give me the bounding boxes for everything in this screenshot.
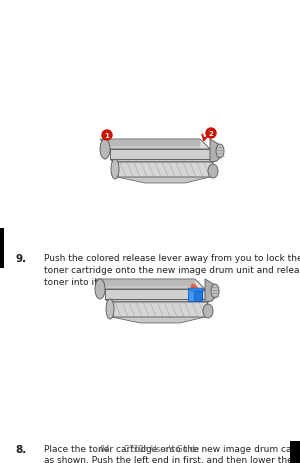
Text: 9.: 9. [15,254,26,264]
Polygon shape [105,289,205,300]
Text: 84      C710n User's Guide: 84 C710n User's Guide [100,444,200,453]
Ellipse shape [208,165,218,179]
Ellipse shape [106,300,114,319]
Polygon shape [108,302,208,317]
Circle shape [102,131,112,141]
Polygon shape [210,140,220,163]
Polygon shape [110,160,213,163]
Ellipse shape [95,279,105,300]
Text: Place the toner cartridge onto the new image drum cartridge
as shown. Push the l: Place the toner cartridge onto the new i… [44,444,300,463]
Polygon shape [188,288,205,291]
Bar [0,229,4,269]
Polygon shape [113,163,213,184]
Polygon shape [113,163,213,178]
Polygon shape [108,302,208,323]
Ellipse shape [203,304,213,319]
Ellipse shape [211,284,219,298]
Bar [290,441,300,463]
Ellipse shape [111,160,119,180]
Polygon shape [188,288,202,301]
Polygon shape [188,288,194,301]
Polygon shape [100,140,210,150]
Circle shape [206,129,216,139]
Ellipse shape [100,140,110,160]
Text: 2: 2 [208,131,213,137]
Polygon shape [205,279,215,302]
Polygon shape [110,150,210,160]
Text: Push the colored release lever away from you to lock the
toner cartridge onto th: Push the colored release lever away from… [44,254,300,286]
Ellipse shape [216,144,224,159]
Text: 1: 1 [105,133,110,139]
Polygon shape [105,300,208,302]
Text: 8.: 8. [15,444,26,454]
Polygon shape [95,279,205,289]
